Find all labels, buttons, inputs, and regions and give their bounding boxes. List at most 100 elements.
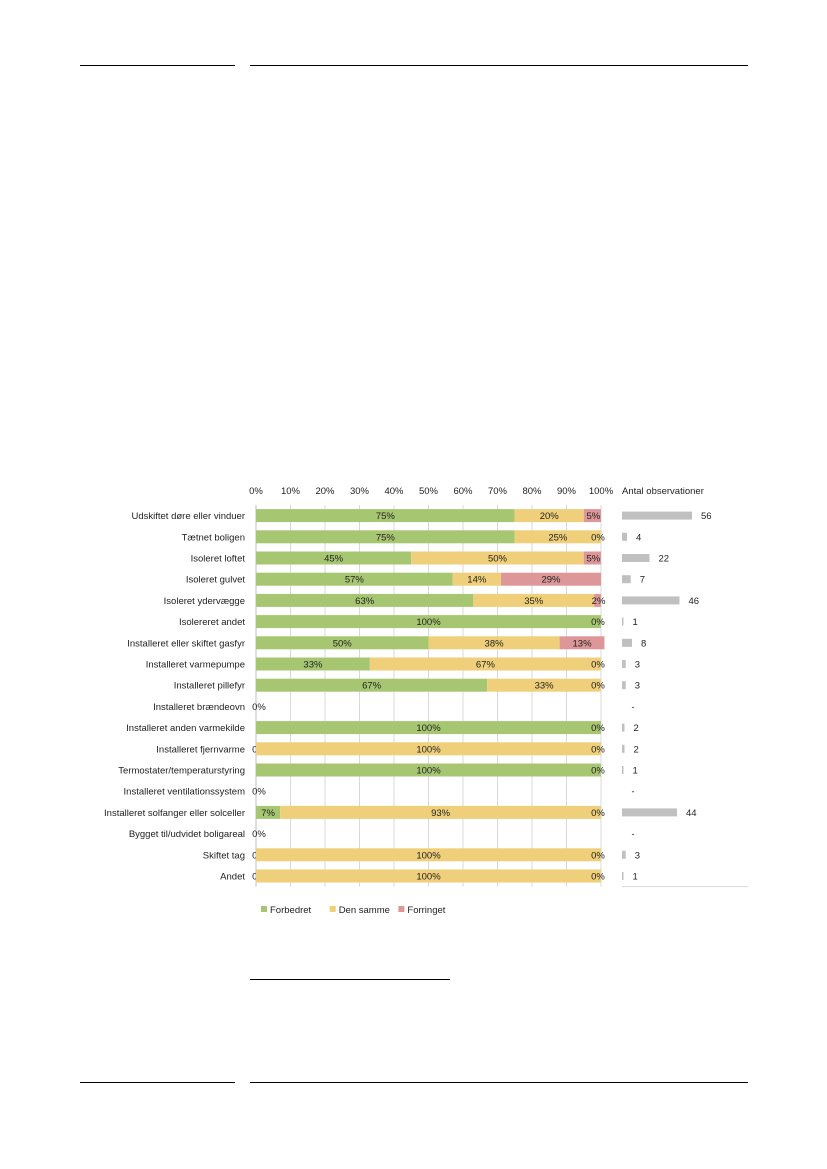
bar-segment xyxy=(594,593,601,607)
bar-segments: 75% 20% 5% 75% 25% 0% 45% 50% 5% 57% 14% 29% 63% 35% 2… xyxy=(252,509,606,883)
observation-bar xyxy=(622,638,632,647)
observation-bar xyxy=(622,681,626,690)
observation-label: 7 xyxy=(640,575,645,586)
observation-label: - xyxy=(632,829,635,839)
observation-label: 2 xyxy=(634,744,639,755)
bar-segment xyxy=(256,763,601,777)
data-label: 75% xyxy=(376,511,396,522)
observation-label: 3 xyxy=(635,850,640,861)
observation-label: 8 xyxy=(641,638,646,649)
data-label: 63% xyxy=(355,596,375,607)
x-tick-labels: 0% 10% 20% 30% 40% 50% 60% 70% 80% 90% 100% xyxy=(249,486,614,497)
observation-bar xyxy=(622,744,625,753)
observation-label: 1 xyxy=(633,617,638,628)
category-label: Installeret fjernvarme xyxy=(156,744,245,755)
legend-swatch xyxy=(329,906,336,912)
observation-bar xyxy=(622,575,631,584)
bar-segment xyxy=(559,636,605,650)
observation-bar xyxy=(622,617,624,626)
footnote-rule xyxy=(250,979,450,980)
data-label: 0% xyxy=(591,617,605,628)
category-label: Isoleret loftet xyxy=(191,554,246,565)
bar-segment xyxy=(256,657,370,671)
bar-segment xyxy=(256,848,601,862)
data-label: 0% xyxy=(591,660,605,671)
bar-segment xyxy=(280,805,601,819)
bar-segment xyxy=(256,509,515,523)
category-label: Installeret anden varmekilde xyxy=(126,723,245,734)
category-label: Installeret varmepumpe xyxy=(146,660,245,671)
x-tick-label: 10% xyxy=(281,486,301,497)
data-label: 100% xyxy=(416,850,441,861)
data-label: 0% xyxy=(252,702,266,713)
x-tick-label: 90% xyxy=(557,486,577,497)
observation-bar xyxy=(622,554,650,562)
category-label: Isoleret ydervægge xyxy=(164,596,245,607)
observation-label: 2 xyxy=(634,723,639,734)
observation-label: 46 xyxy=(689,596,700,607)
data-label: 93% xyxy=(431,808,451,819)
data-label: 100% xyxy=(416,872,441,883)
data-label: 67% xyxy=(362,681,382,692)
gridlines xyxy=(255,505,602,887)
category-label: Termostater/temperaturstyring xyxy=(118,766,245,777)
bar-segment xyxy=(256,721,601,735)
category-label: Skiftet tag xyxy=(203,850,245,861)
bar-segment xyxy=(583,551,601,565)
data-label: 0% xyxy=(591,532,605,543)
data-label: 0% xyxy=(591,723,605,734)
data-label: 0% xyxy=(591,681,605,692)
category-label: Bygget til/udvidet boligareal xyxy=(129,829,245,840)
data-label: 100% xyxy=(416,723,441,734)
bar-segment xyxy=(583,509,601,523)
x-tick-label: 40% xyxy=(384,486,404,497)
data-label: 100% xyxy=(416,744,441,755)
data-label: 0% xyxy=(591,766,605,777)
observation-label: 1 xyxy=(633,766,638,777)
observation-bar xyxy=(622,596,680,605)
category-label: Isoleret gulvet xyxy=(186,575,246,586)
legend-swatch xyxy=(398,906,405,912)
category-labels: Udskiftet døre eller vinduer Tætnet bolig… xyxy=(104,511,245,882)
data-label: 7% xyxy=(261,808,275,819)
observation-label: 3 xyxy=(635,660,640,671)
bar-segment xyxy=(369,657,601,671)
category-label: Tætnet boligen xyxy=(182,532,245,543)
legend: Forbedret Den samme Forringet xyxy=(261,905,446,916)
data-label: 0% xyxy=(591,850,605,861)
footer-rule-right xyxy=(250,1082,748,1083)
observation-bar xyxy=(622,511,692,520)
data-label: 29% xyxy=(541,575,561,586)
category-label: Installeret eller skiftet gasfyr xyxy=(127,638,245,649)
category-label: Andet xyxy=(220,872,245,883)
data-label: 50% xyxy=(488,554,508,565)
data-label: 0% xyxy=(591,872,605,883)
observation-bar xyxy=(622,532,627,541)
category-label: Isolereret andet xyxy=(179,617,245,628)
data-label: 38% xyxy=(485,638,505,649)
observations-panel: Antal observationer 564227461833-221-44-… xyxy=(622,486,748,888)
bar-segment xyxy=(500,572,601,586)
bar-segment xyxy=(487,678,601,692)
legend-label: Den samme xyxy=(339,905,390,916)
observation-label: 44 xyxy=(686,808,697,819)
observation-bar xyxy=(622,808,677,817)
header-rule-left xyxy=(80,65,235,66)
data-label: 0% xyxy=(591,808,605,819)
bar-segment xyxy=(256,869,601,883)
data-label: 35% xyxy=(524,596,544,607)
x-tick-label: 100% xyxy=(589,486,614,497)
data-label: 5% xyxy=(587,554,601,565)
bar-segment xyxy=(256,805,281,819)
category-label: Installeret ventilationssystem xyxy=(124,787,246,798)
legend-label: Forbedret xyxy=(270,905,312,916)
observation-bar xyxy=(622,850,626,859)
data-label: 45% xyxy=(324,554,344,565)
category-label: Installeret solfanger eller solceller xyxy=(104,808,245,819)
data-label: 2% xyxy=(592,596,606,607)
legend-swatch xyxy=(261,906,267,912)
bar-segment xyxy=(256,572,453,586)
x-tick-label: 0% xyxy=(249,486,263,497)
data-label: 5% xyxy=(587,511,601,522)
